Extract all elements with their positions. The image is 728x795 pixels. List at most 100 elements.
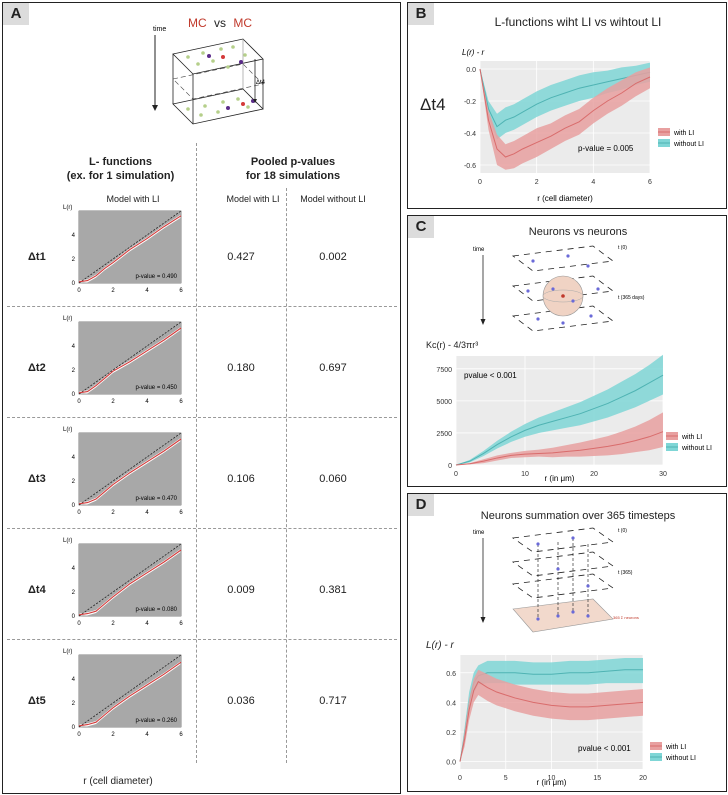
ribbon-with-li	[456, 412, 663, 465]
mini-x-tick: 0	[77, 288, 81, 294]
mini-envelope-lower	[79, 664, 181, 728]
mini-y-label: L(r)	[63, 649, 72, 655]
col1-header: L- functions (ex. for 1 simulation)	[66, 156, 175, 182]
ribbon-without-li	[456, 354, 663, 465]
panel-c-label: C	[408, 216, 434, 238]
row-label: Δt4	[28, 584, 46, 596]
panel-d-t0: t (0)	[618, 528, 627, 534]
svg-text:MC vs MC: MC vs MC	[188, 16, 252, 30]
mini-y-tick: 4	[72, 344, 76, 350]
mini-envelope-upper	[79, 655, 181, 725]
panel-a-schematic: time Δt4 MC vs MC	[152, 16, 266, 125]
mini-x-tick: 4	[145, 732, 149, 738]
panel-b-title: L-functions wiht LI vs wihtout LI	[494, 15, 662, 29]
pvalue-with-li: 0.427	[227, 251, 255, 263]
panel-d-time-label: time	[473, 530, 485, 536]
schematic-mc2: MC	[233, 16, 252, 30]
mini-envelope-lower	[79, 217, 181, 284]
panel-a-x-axis-label: r (cell diameter)	[83, 776, 153, 787]
mini-x-tick: 2	[111, 510, 115, 516]
col2-header: Pooled p-values for 18 simulations	[245, 156, 341, 182]
mini-x-tick: 2	[111, 732, 115, 738]
line-with-li	[479, 68, 651, 158]
mini-pvalue: p-value = 0.450	[135, 385, 177, 391]
row-label: Δt2	[28, 362, 46, 374]
mini-x-tick: 2	[111, 621, 115, 627]
panel-c-schematic: time t (0) t (365 days)	[473, 245, 645, 332]
mini-pvalue: p-value = 0.470	[135, 496, 177, 502]
mini-y-tick: 2	[72, 479, 76, 485]
mini-envelope-upper	[79, 322, 181, 392]
mini-x-tick: 6	[179, 621, 183, 627]
panel-c-time-label: time	[473, 247, 485, 253]
x-tick-label: 30	[659, 471, 667, 478]
mini-x-tick: 4	[145, 621, 149, 627]
mini-l-function-chart: L(r) 0 2 4 6 0 2 4 p-value = 0.490	[63, 205, 183, 294]
panel-c-t0: t (0)	[618, 245, 627, 251]
mini-y-label: L(r)	[63, 538, 72, 544]
mini-y-tick: 2	[72, 590, 76, 596]
panel-b-side-label: Δt4	[420, 95, 446, 114]
mini-y-label: L(r)	[63, 427, 72, 433]
x-tick-label: 20	[590, 471, 598, 478]
panel-b: B L-functions wiht LI vs wihtout LI Δt4 …	[407, 2, 727, 209]
y-tick-label: 2500	[436, 431, 452, 438]
summation-plane	[512, 598, 614, 633]
pvalue-with-li: 0.180	[227, 362, 255, 374]
panel-d-schematic: time t (0) t (365) 365 Σ neurons	[473, 527, 639, 633]
x-tick-label: 10	[521, 471, 529, 478]
legend-entry: without LI	[681, 445, 712, 452]
x-tick-label: 0	[454, 471, 458, 478]
legend-entry: without LI	[665, 755, 696, 762]
mini-x-tick: 0	[77, 621, 81, 627]
mini-envelope-lower	[79, 440, 181, 506]
legend-entry: with LI	[673, 130, 694, 137]
mini-l-function-chart: L(r) 0 2 4 6 0 2 4 p-value = 0.260	[63, 649, 183, 738]
ribbon-without-li	[460, 657, 643, 762]
mini-x-tick: 0	[77, 732, 81, 738]
row-divider	[7, 528, 397, 529]
mini-y-tick: 0	[72, 503, 76, 509]
panel-d-y-label: L(r) - r	[426, 640, 454, 651]
row-divider	[7, 417, 397, 418]
mini-observed-line	[78, 327, 182, 394]
panel-c: C Neurons vs neurons time t (0) t (365 d…	[407, 215, 727, 487]
legend-entry: with LI	[681, 434, 702, 441]
y-tick-label: 0.4	[446, 700, 456, 707]
y-tick-label: -0.6	[464, 163, 476, 170]
x-axis-label: r (in μm)	[537, 778, 567, 787]
panel-c-title: Neurons vs neurons	[528, 226, 628, 238]
pvalue-annotation: pvalue < 0.001	[464, 371, 517, 380]
mini-x-tick: 4	[145, 399, 149, 405]
mini-l-function-chart: L(r) 0 2 4 6 0 2 4 p-value = 0.470	[63, 427, 183, 516]
mini-y-tick: 0	[72, 614, 76, 620]
line-without-li	[455, 374, 664, 466]
legend-entry: without LI	[673, 141, 704, 148]
mini-x-tick: 6	[179, 399, 183, 405]
pvalue-with-li: 0.106	[227, 473, 255, 485]
x-tick-label: 0	[478, 179, 482, 186]
row-divider	[7, 306, 397, 307]
mini-x-tick: 6	[179, 732, 183, 738]
mini-l-function-chart: L(r) 0 2 4 6 0 2 4 p-value = 0.450	[63, 316, 183, 405]
pvalue-with-li: 0.036	[227, 695, 255, 707]
mini-pvalue: p-value = 0.260	[135, 718, 177, 724]
legend-entry: with LI	[665, 744, 686, 751]
row-label: Δt1	[28, 251, 46, 263]
schematic-vs: vs	[214, 16, 226, 30]
col-divider-2	[286, 188, 287, 763]
line-with-li	[459, 680, 644, 762]
schematic-time-label: time	[153, 26, 166, 33]
mini-x-tick: 6	[179, 510, 183, 516]
panel-c-y-label-text: Kc(r) - 4/3πr³	[426, 340, 479, 350]
panel-d-label: D	[408, 494, 434, 516]
mini-observed-line	[78, 661, 182, 727]
mini-y-tick: 0	[72, 392, 76, 398]
schematic-mc1: MC	[188, 16, 207, 30]
y-tick-label: -0.2	[464, 99, 476, 106]
mini-y-tick: 4	[72, 677, 76, 683]
sub-model-with-li: Model with LI	[106, 194, 160, 204]
y-tick-label: 0	[448, 463, 452, 470]
mini-envelope-upper	[79, 433, 181, 503]
pvalue-without-li: 0.717	[319, 695, 347, 707]
